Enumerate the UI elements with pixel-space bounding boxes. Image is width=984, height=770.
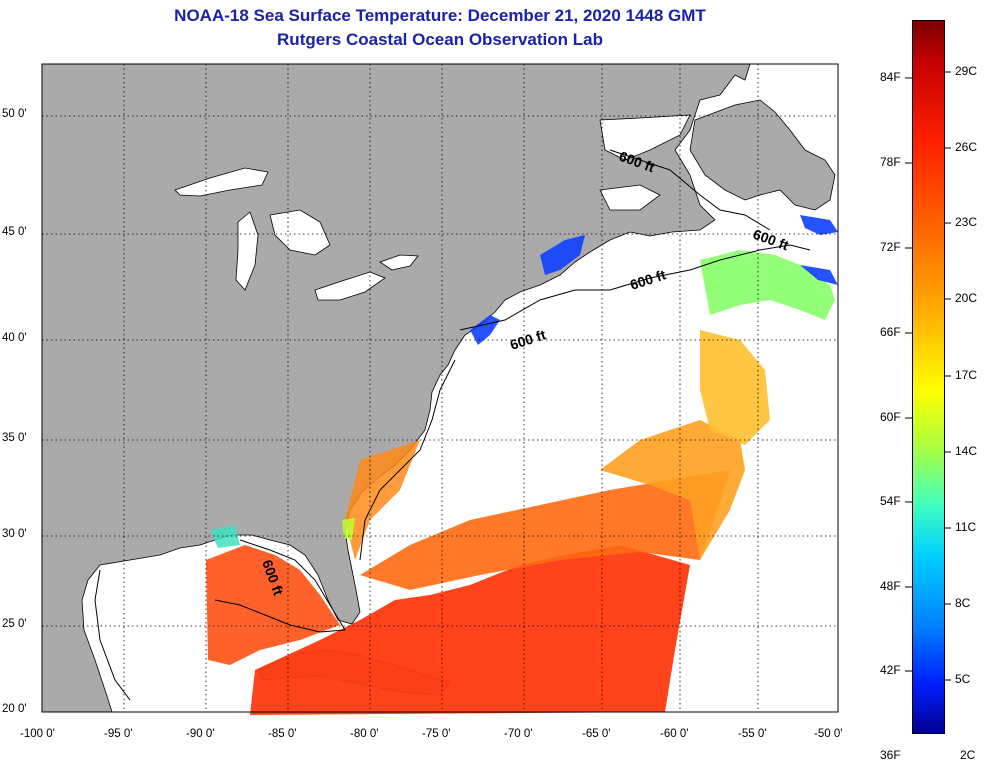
lon-label-50: -50 0' xyxy=(814,728,843,740)
lon-label-60: -60 0' xyxy=(660,728,689,740)
colorbar-c-5: 5C xyxy=(955,672,971,686)
colorbar-c-29: 29C xyxy=(955,64,978,78)
lon-label-80: -80 0' xyxy=(350,728,379,740)
colorbar-f-36: 36F xyxy=(880,748,901,762)
lon-label-75: -75 0' xyxy=(422,728,451,740)
colorbar-c-26: 26C xyxy=(955,140,978,154)
lat-label-35: 35 0' xyxy=(2,432,27,444)
map-title: NOAA-18 Sea Surface Temperature: Decembe… xyxy=(174,6,706,25)
lon-label-85: -85 0' xyxy=(268,728,297,740)
colorbar-f-48: 48F xyxy=(880,579,901,593)
colorbar-f-60: 60F xyxy=(880,410,901,424)
lat-label-40: 40 0' xyxy=(2,332,27,344)
lat-label-25: 25 0' xyxy=(2,618,27,630)
colorbar-f-42: 42F xyxy=(880,663,901,677)
map-subtitle: Rutgers Coastal Ocean Observation Lab xyxy=(277,30,603,49)
colorbar-f-84: 84F xyxy=(880,70,901,84)
land-newfoundland xyxy=(689,99,836,211)
colorbar-c-8: 8C xyxy=(955,596,971,610)
lon-label-55: -55 0' xyxy=(738,728,767,740)
temperature-colorbar xyxy=(912,20,945,734)
colorbar-f-72: 72F xyxy=(880,240,901,254)
lat-label-20: 20 0' xyxy=(2,703,27,715)
lon-label-70: -70 0' xyxy=(504,728,533,740)
great-lakes xyxy=(174,114,691,301)
lon-label-65: -65 0' xyxy=(582,728,611,740)
colorbar-c-20: 20C xyxy=(955,291,978,305)
colorbar-f-78: 78F xyxy=(880,155,901,169)
lon-label-95: -95 0' xyxy=(104,728,133,740)
lat-label-30: 30 0' xyxy=(2,528,27,540)
lat-label-50: 50 0' xyxy=(2,108,27,120)
lat-label-45: 45 0' xyxy=(2,226,27,238)
map-border xyxy=(41,63,839,713)
sst-overlay xyxy=(206,215,838,715)
lon-label-100: -100 0' xyxy=(20,728,55,740)
colorbar-c-11: 11C xyxy=(955,520,977,534)
lon-label-90: -90 0' xyxy=(186,728,215,740)
colorbar-c-14: 14C xyxy=(955,444,978,458)
depth-contour-600ft xyxy=(94,149,811,701)
colorbar-f-54: 54F xyxy=(880,494,901,508)
colorbar-ticks xyxy=(905,71,951,681)
graticule xyxy=(42,64,838,712)
colorbar-c-23: 23C xyxy=(955,215,978,229)
colorbar-f-66: 66F xyxy=(880,325,901,339)
colorbar-c-17: 17C xyxy=(955,368,978,382)
colorbar-c-2: 2C xyxy=(960,748,976,762)
